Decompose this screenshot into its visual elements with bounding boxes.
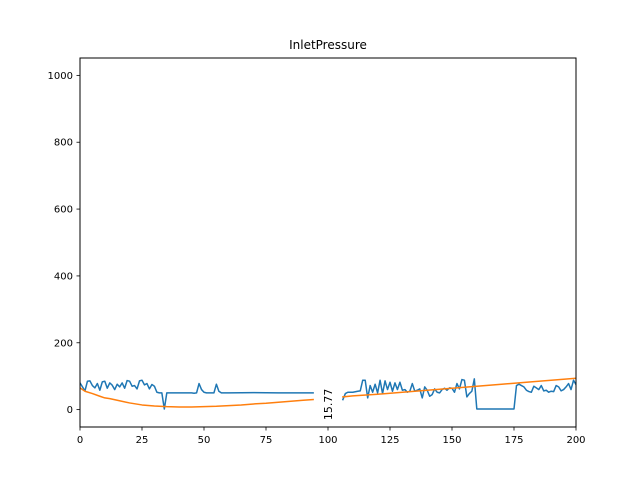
x-tick-label: 0 [77, 435, 83, 446]
series-2-line-segment-2 [342, 377, 576, 398]
chart-title: InletPressure [289, 38, 367, 52]
series-1-line-segment-2 [341, 378, 576, 410]
x-tick-label: 50 [198, 435, 211, 446]
series-1-line-segment-1 [80, 379, 314, 410]
series-2-line-segment-1 [80, 386, 314, 408]
axes-frame [79, 57, 577, 428]
x-tick-label: 175 [504, 435, 523, 446]
x-tick-label: 150 [442, 435, 461, 446]
plot-area: 15.77 [80, 377, 576, 421]
x-tick-label: 75 [260, 435, 273, 446]
x-tick-label: 25 [136, 435, 149, 446]
axes: 0 25 50 75 100 125 150 175 200 0 200 400 600 800 1000 [48, 71, 586, 446]
y-tick-label: 200 [54, 338, 73, 349]
x-tick-label: 125 [380, 435, 399, 446]
y-tick-label: 1000 [48, 71, 73, 82]
x-tick-label: 200 [566, 435, 585, 446]
x-tick-label: 100 [318, 435, 337, 446]
y-tick-label: 400 [54, 271, 73, 282]
y-tick-label: 0 [67, 405, 73, 416]
y-tick-label: 600 [54, 205, 73, 216]
y-tick-label: 800 [54, 138, 73, 149]
annotation-label: 15.77 [322, 389, 335, 421]
